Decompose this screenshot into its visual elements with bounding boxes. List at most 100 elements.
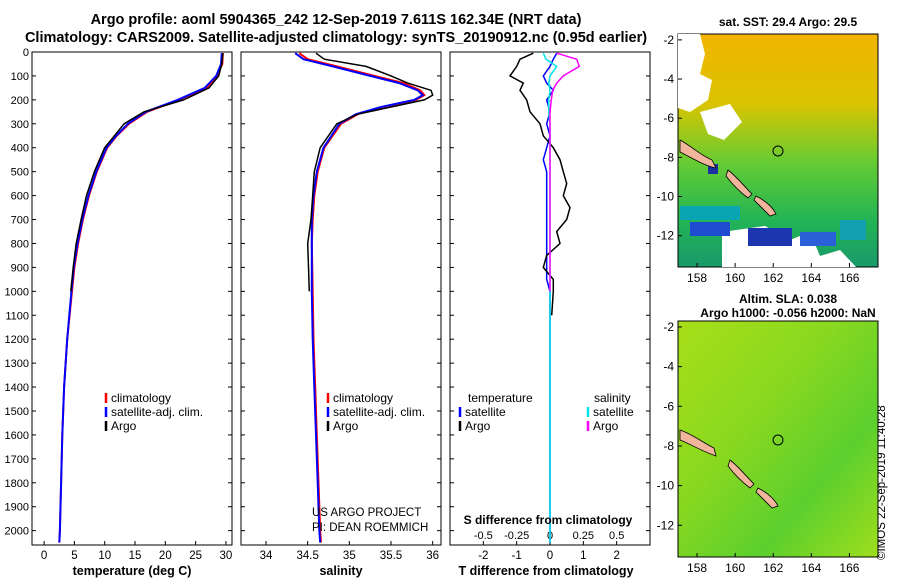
x-tick-label: 5: [71, 550, 77, 562]
depth-tick-label: 1600: [5, 430, 29, 442]
x-tick-label: 34.5: [296, 550, 318, 562]
salinity-legend-item-label: satellite-adj. clim.: [333, 405, 425, 419]
sst-map-lat-label: -10: [657, 190, 675, 204]
salinity-plot-frame: [240, 51, 442, 546]
x-tick-label: 1: [580, 550, 586, 562]
x-tick-label: -2: [478, 550, 488, 562]
sst-map-cool-patch: [800, 232, 836, 246]
difference-xlabel-top: S difference from climatology: [464, 513, 633, 527]
x-tick-label: 20: [159, 550, 172, 562]
sla-map-lon-label: 166: [839, 561, 859, 575]
sst-map-missing-data: [678, 34, 712, 112]
sst-map-argo-marker: [772, 145, 784, 157]
sst-map-lat-label: -8: [663, 150, 674, 164]
depth-tick-label: 300: [11, 119, 29, 131]
depth-tick-label: 400: [11, 143, 29, 155]
x-tick-label-top: 0.5: [609, 530, 624, 542]
x-tick-label-top: 0.25: [573, 530, 594, 542]
x-tick-label: 34: [260, 550, 273, 562]
diff-legend-temperature-title: temperature: [468, 391, 533, 405]
depth-tick-label: 900: [11, 262, 29, 274]
diff-legend-temperature-item-label: Argo: [465, 419, 491, 433]
depth-tick-label: 1500: [5, 406, 29, 418]
temperature-xlabel: temperature (deg C): [73, 564, 192, 578]
sla-map-lon-label: 164: [801, 561, 821, 575]
depth-tick-label: 1100: [5, 310, 29, 322]
sla-map-title-line2: Argo h1000: -0.056 h2000: NaN: [700, 306, 876, 320]
diff-legend-temperature-item-label: satellite: [465, 405, 506, 419]
temperature-series-climatology: [58, 53, 224, 543]
sla-map-lat-label: -10: [657, 479, 675, 493]
depth-tick-label: 700: [11, 215, 29, 227]
depth-tick-label: 2000: [5, 526, 29, 538]
diff-legend-salinity-title: salinity: [594, 391, 631, 405]
temperature-legend-item-label: Argo: [111, 419, 137, 433]
salinity-series-satellite: [294, 52, 425, 543]
project-credit-line2: PI: DEAN ROEMMICH: [312, 522, 428, 534]
sst-map-lat-label: -6: [663, 111, 674, 125]
x-tick-label: 0: [41, 550, 47, 562]
depth-tick-label: 1000: [5, 286, 29, 298]
depth-tick-label: 1300: [5, 358, 29, 370]
sla-map-lat-label: -6: [663, 399, 674, 413]
salinity-xlabel: salinity: [319, 564, 362, 578]
depth-tick-label: 800: [11, 238, 29, 250]
salinity-legend-item-label: climatology: [333, 391, 393, 405]
diff-legend-salinity-item-label: satellite: [593, 405, 634, 419]
sst-map-cool-patch: [690, 222, 730, 236]
sst-map-missing-data: [700, 104, 742, 140]
depth-tick-label: 1900: [5, 502, 29, 514]
depth-tick-label: 600: [11, 191, 29, 203]
sst-map-cool-patch: [708, 164, 718, 174]
sla-map-lat-label: -4: [663, 360, 674, 374]
depth-tick-label: 1800: [5, 478, 29, 490]
salinity-legend-item-label: Argo: [333, 419, 359, 433]
x-tick-label: 35.5: [380, 550, 402, 562]
sst-map-island: [753, 195, 777, 217]
salinity-series-argo: [306, 52, 434, 292]
sla-map-island: [679, 429, 717, 457]
sla-map-island: [727, 459, 755, 489]
depth-tick-label: 1400: [5, 382, 29, 394]
sla-map-lon-label: 162: [763, 561, 783, 575]
diff-series-temperature-argo: [508, 52, 571, 316]
x-tick-label-top: -0.5: [474, 530, 493, 542]
sla-map-lon-label: 160: [725, 561, 745, 575]
chart-title-line2: Climatology: CARS2009. Satellite-adjuste…: [24, 30, 648, 46]
x-tick-label: 36: [426, 550, 439, 562]
x-tick-label: 10: [98, 550, 111, 562]
diff-legend-salinity-item-label: Argo: [593, 419, 619, 433]
sla-map-lat-label: -12: [657, 518, 675, 532]
temperature-legend-item-label: climatology: [111, 391, 171, 405]
sla-map-island: [755, 487, 779, 509]
depth-tick-label: 500: [11, 167, 29, 179]
sst-map-lon-label: 160: [725, 271, 745, 285]
sst-map-island: [679, 139, 717, 169]
sla-map-lat-label: -8: [663, 439, 674, 453]
depth-tick-label: 200: [11, 95, 29, 107]
x-tick-label: 0: [547, 550, 553, 562]
sst-map-lon-label: 164: [801, 271, 821, 285]
sst-map-lon-label: 166: [839, 271, 859, 285]
difference-xlabel: T difference from climatology: [458, 564, 633, 578]
x-tick-label: 15: [129, 550, 142, 562]
depth-tick-label: 1200: [5, 334, 29, 346]
depth-tick-label: 1700: [5, 454, 29, 466]
sla-map-lon-label: 158: [687, 561, 707, 575]
sst-map-cool-patch: [748, 228, 792, 246]
sst-map-lon-label: 162: [763, 271, 783, 285]
diff-series-salinity-argo: [549, 52, 581, 292]
temperature-legend-item-label: satellite-adj. clim.: [111, 405, 203, 419]
x-tick-label: 35: [343, 550, 356, 562]
sst-map-lat-label: -12: [657, 229, 675, 243]
x-tick-label-top: -0.25: [504, 530, 529, 542]
x-tick-label: 2: [613, 550, 619, 562]
sst-map-lon-label: 158: [687, 271, 707, 285]
sst-map-title: sat. SST: 29.4 Argo: 29.5: [718, 15, 858, 29]
sst-map-lat-label: -2: [663, 33, 674, 47]
sla-map-title-line1: Altim. SLA: 0.038: [738, 292, 838, 306]
temperature-series-satellite: [58, 53, 223, 543]
sst-map-cool-patch: [680, 206, 740, 220]
x-tick-label: 30: [220, 550, 233, 562]
